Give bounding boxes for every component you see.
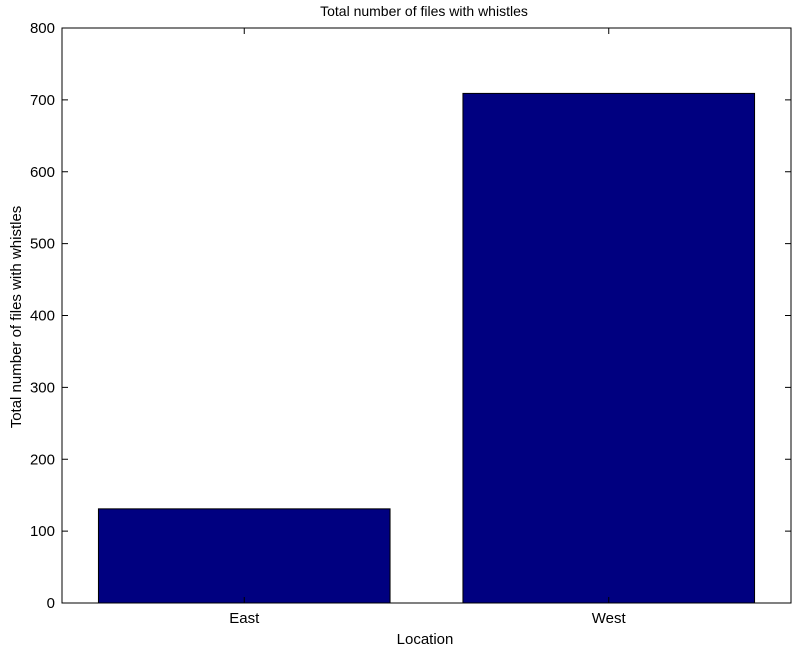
bar-east <box>97 508 391 604</box>
y-tick-label: 100 <box>30 523 55 540</box>
x-axis-title: Location <box>397 631 454 648</box>
bars-layer <box>97 92 756 604</box>
y-tick-label: 600 <box>30 164 55 181</box>
y-tick-label: 200 <box>30 451 55 468</box>
bar-west <box>462 92 756 604</box>
y-tick-label: 500 <box>30 236 55 253</box>
y-tick-label: 800 <box>30 20 55 37</box>
y-axis-title: Total number of files with whistles <box>8 206 25 429</box>
y-tick-label: 0 <box>47 595 55 612</box>
chart-title: Total number of files with whistles <box>320 3 528 19</box>
x-tick-label: East <box>229 610 260 627</box>
x-tick-label: West <box>592 610 627 627</box>
y-tick-label: 700 <box>30 92 55 109</box>
ticks-layer: East West 0 100 200 300 400 500 600 700 800 <box>30 20 791 627</box>
y-tick-label: 400 <box>30 308 55 325</box>
y-tick-label: 300 <box>30 379 55 396</box>
